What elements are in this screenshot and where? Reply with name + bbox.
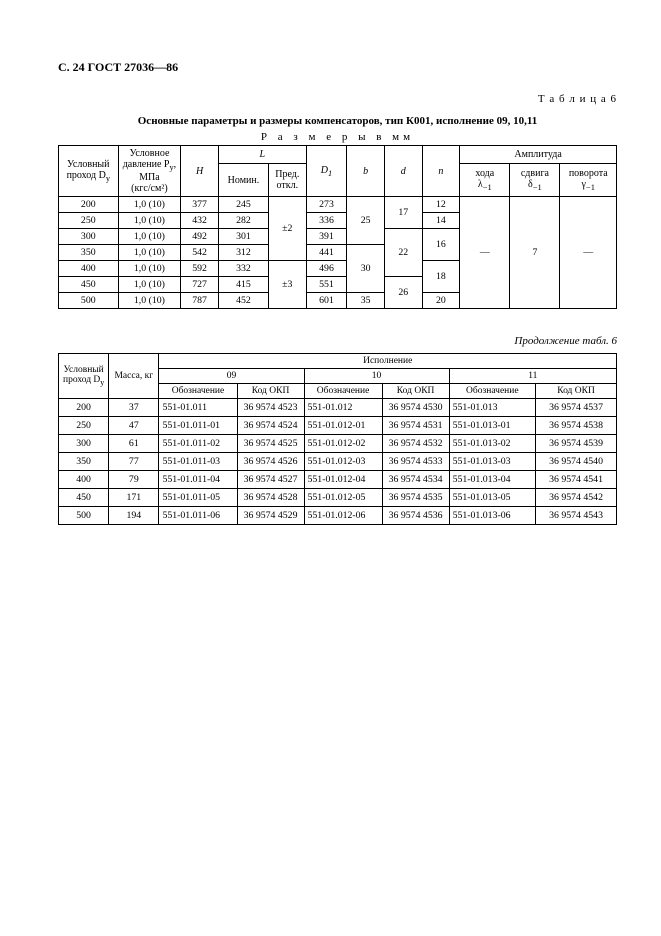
h-b: b xyxy=(347,146,385,197)
h-d: d xyxy=(384,146,422,197)
h2-10: 10 xyxy=(304,369,449,384)
h2-k2: Код ОКП xyxy=(382,384,449,399)
h2-isp: Исполнение xyxy=(159,354,617,369)
table-1: Условный проход Dу Условное давление Pу,… xyxy=(58,145,617,309)
h-H: H xyxy=(181,146,219,197)
h-Ldev: Пред. откл. xyxy=(269,164,307,197)
table-row: 30061551-01.011-0236 9574 4525551-01.012… xyxy=(59,435,617,453)
h-D1: D1 xyxy=(306,146,347,197)
h-amp3: поворотаγ−1 xyxy=(560,164,617,197)
h2-09: 09 xyxy=(159,369,304,384)
h-Lnom: Номин. xyxy=(218,164,268,197)
table-row: 450171551-01.011-0536 9574 4528551-01.01… xyxy=(59,489,617,507)
table-row: 20037551-01.01136 9574 4523551-01.01236 … xyxy=(59,399,617,417)
table-2: Условный проход Dу Масса, кг Исполнение … xyxy=(58,353,617,525)
table-label: Т а б л и ц а 6 xyxy=(58,93,617,105)
h-amp: Амплитуда xyxy=(460,146,617,164)
h2-o3: Обозначение xyxy=(449,384,535,399)
continuation-label: Продолжение табл. 6 xyxy=(58,335,617,347)
table-title: Основные параметры и размеры компенсатор… xyxy=(58,115,617,127)
h2-o2: Обозначение xyxy=(304,384,382,399)
h-amp1: ходаλ−1 xyxy=(460,164,510,197)
h2-k3: Код ОКП xyxy=(536,384,617,399)
h2-o1: Обозначение xyxy=(159,384,237,399)
table-subtitle: Р а з м е р ы в мм xyxy=(58,131,617,143)
h-press: Условное давление Pу, МПа(кгс/см²) xyxy=(118,146,181,197)
h2-k1: Код ОКП xyxy=(237,384,304,399)
h2-mass: Масса, кг xyxy=(109,354,159,399)
h2-11: 11 xyxy=(449,369,616,384)
page-header: С. 24 ГОСТ 27036—86 xyxy=(58,60,617,75)
table-row: 500194551-01.011-0636 9574 4529551-01.01… xyxy=(59,507,617,525)
table-row: 25047551-01.011-0136 9574 4524551-01.012… xyxy=(59,417,617,435)
h-n: n xyxy=(422,146,460,197)
h2-dy: Условный проход Dу xyxy=(59,354,109,399)
h-L: L xyxy=(218,146,306,164)
h-amp2: сдвигаδ−1 xyxy=(510,164,560,197)
table-row: 35077551-01.011-0336 9574 4526551-01.012… xyxy=(59,453,617,471)
h-dy: Условный проход Dу xyxy=(59,146,119,197)
table-row: 40079551-01.011-0436 9574 4527551-01.012… xyxy=(59,471,617,489)
table-row: 2001,0 (10)377245±2273251712—7— xyxy=(59,197,617,213)
